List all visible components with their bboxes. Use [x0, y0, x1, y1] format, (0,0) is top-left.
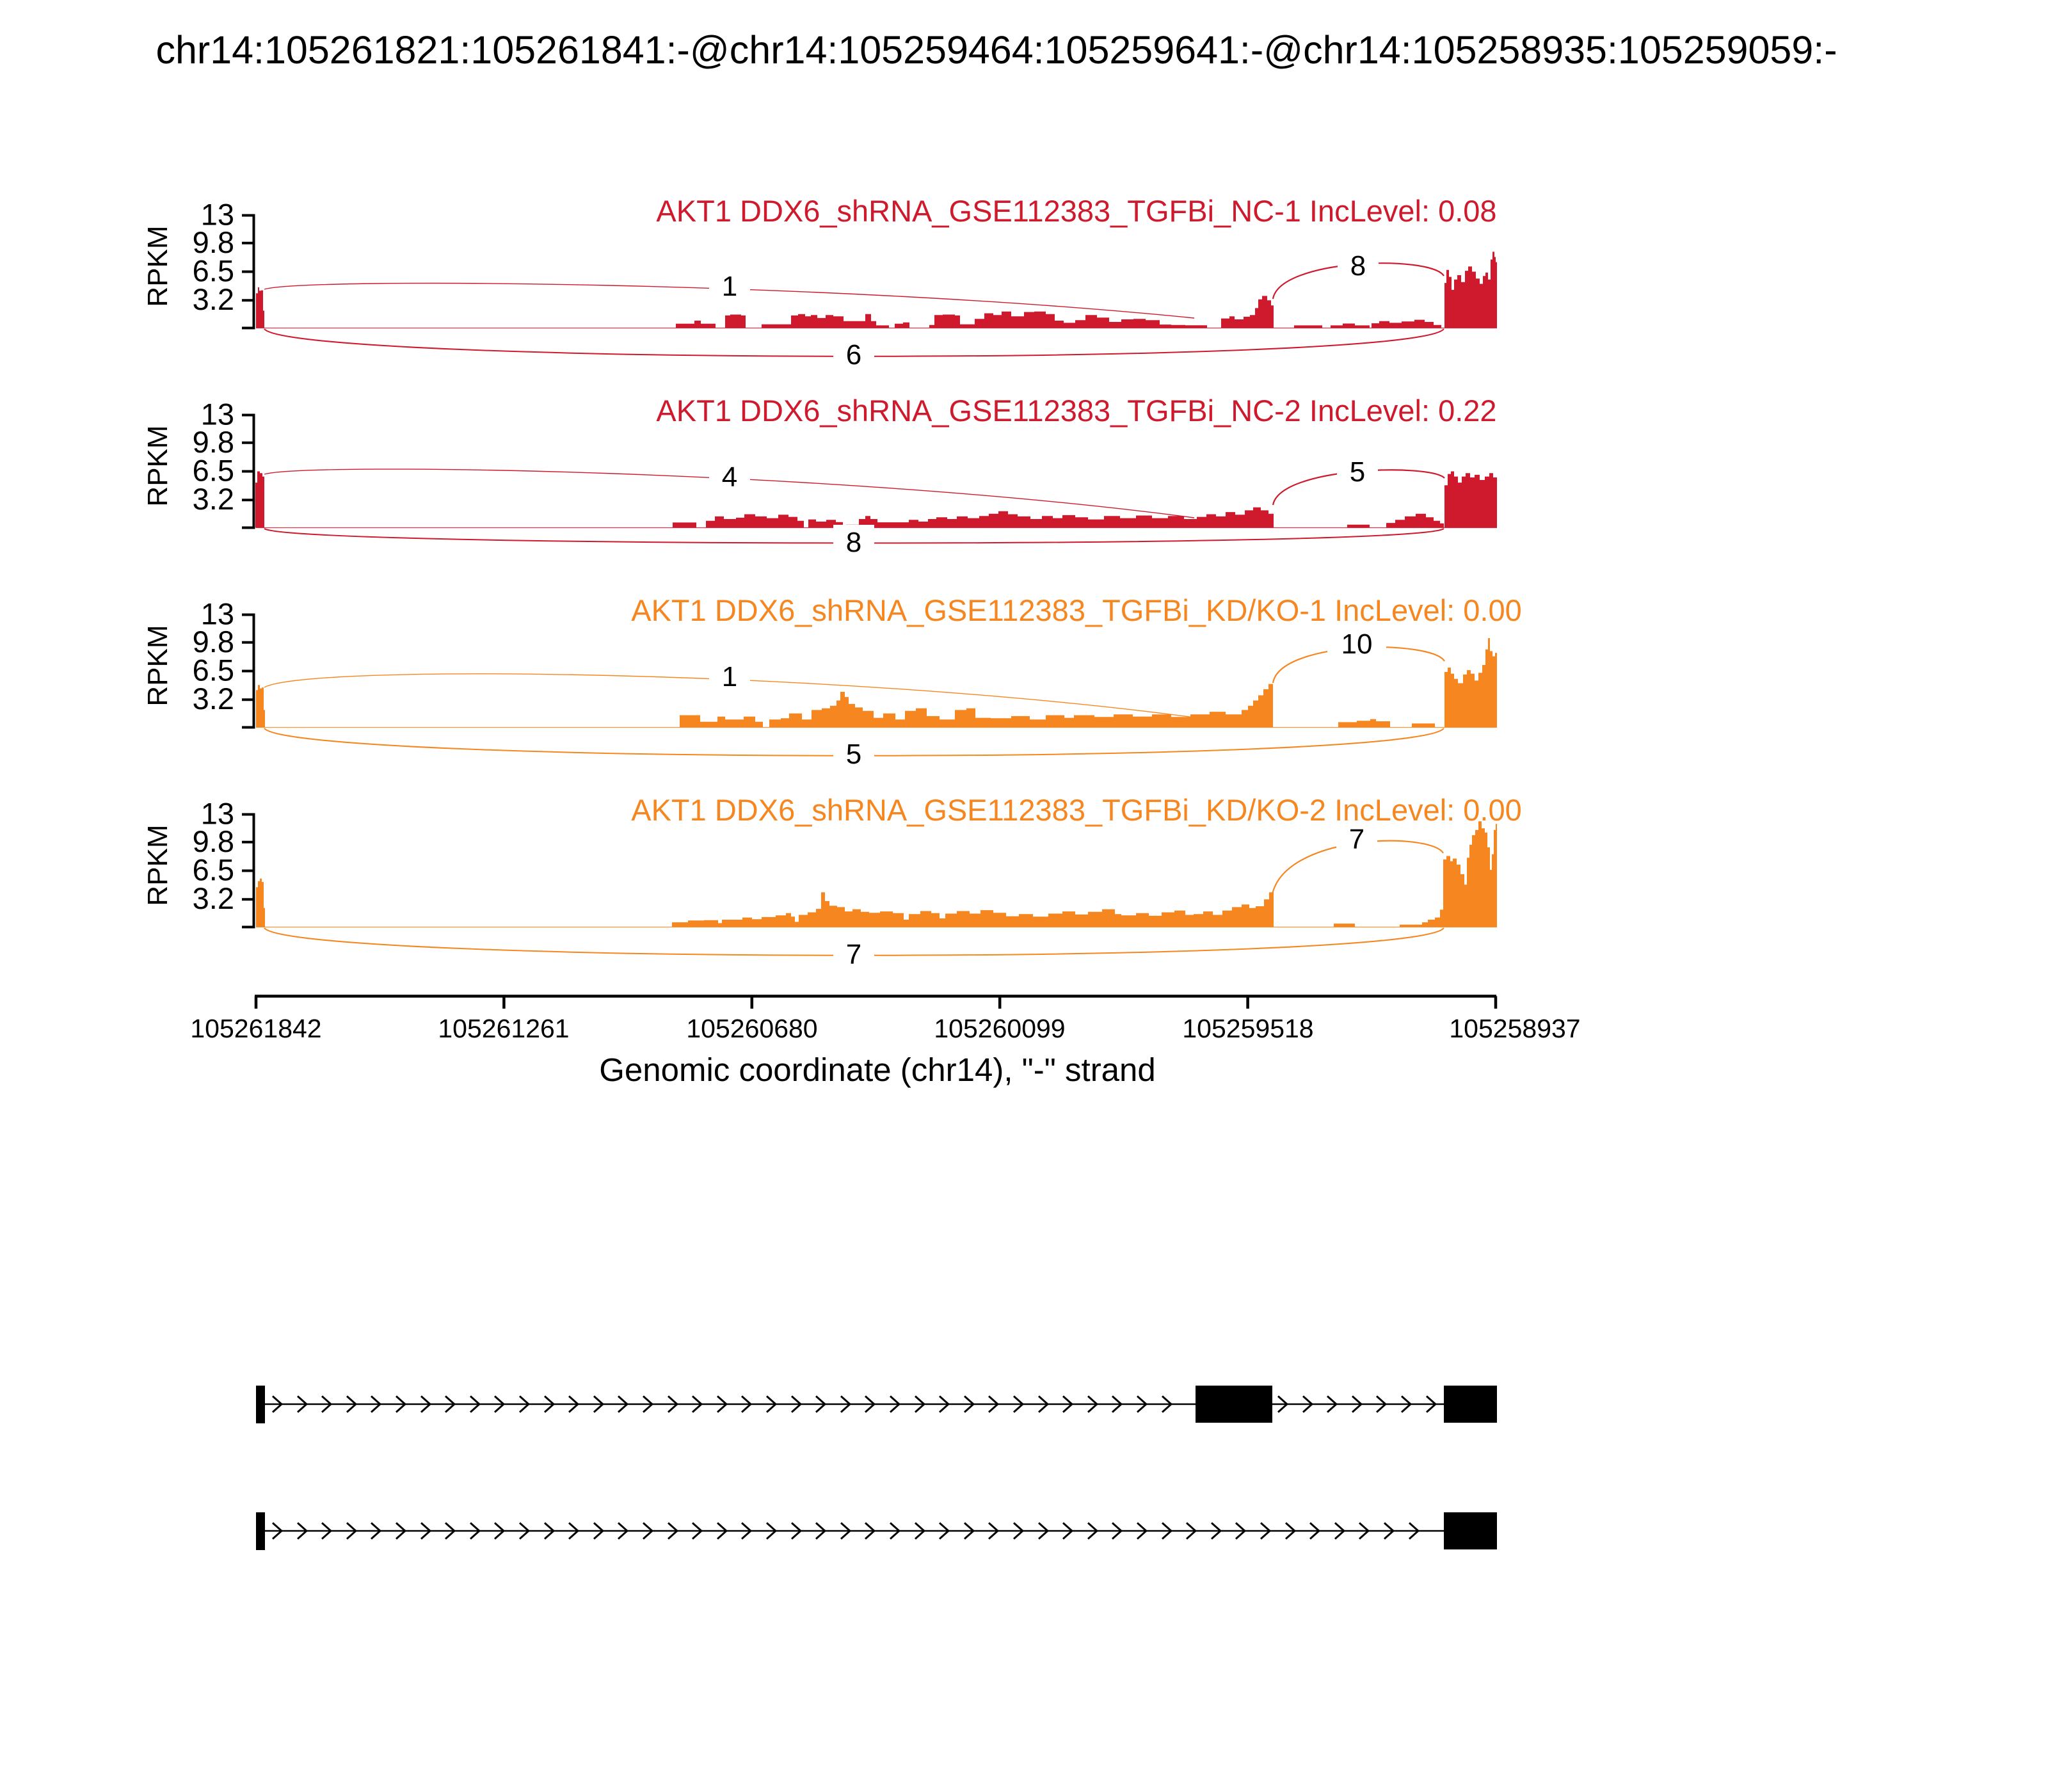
svg-text:6.5: 6.5 [193, 454, 234, 488]
svg-text:13: 13 [201, 397, 234, 431]
svg-text:105260099: 105260099 [934, 1014, 1065, 1043]
svg-text:13: 13 [201, 797, 234, 831]
svg-text:9.8: 9.8 [193, 225, 234, 259]
svg-text:7: 7 [846, 939, 861, 970]
svg-text:chr14:105261821:105261841:-@ch: chr14:105261821:105261841:-@chr14:105259… [156, 28, 1837, 72]
svg-text:9.8: 9.8 [193, 824, 234, 858]
svg-text:6.5: 6.5 [193, 254, 234, 288]
svg-text:4: 4 [722, 461, 737, 493]
svg-text:13: 13 [201, 597, 234, 631]
svg-text:3.2: 3.2 [193, 881, 234, 915]
svg-text:1: 1 [722, 271, 737, 302]
svg-text:105260680: 105260680 [686, 1014, 817, 1043]
svg-text:AKT1 DDX6_shRNA_GSE112383_TGFB: AKT1 DDX6_shRNA_GSE112383_TGFBi_KD/KO-2 … [631, 793, 1522, 827]
svg-text:RPKM: RPKM [142, 625, 173, 706]
svg-text:5: 5 [1350, 456, 1365, 488]
svg-text:9.8: 9.8 [193, 425, 234, 459]
svg-text:105258937: 105258937 [1449, 1014, 1580, 1043]
svg-text:AKT1 DDX6_shRNA_GSE112383_TGFB: AKT1 DDX6_shRNA_GSE112383_TGFBi_NC-1 Inc… [656, 194, 1496, 228]
svg-text:AKT1 DDX6_shRNA_GSE112383_TGFB: AKT1 DDX6_shRNA_GSE112383_TGFBi_NC-2 Inc… [656, 394, 1496, 428]
svg-text:105261842: 105261842 [190, 1014, 321, 1043]
svg-text:8: 8 [846, 527, 861, 558]
svg-text:5: 5 [846, 739, 861, 770]
svg-text:105261261: 105261261 [438, 1014, 569, 1043]
svg-text:RPKM: RPKM [142, 225, 173, 307]
svg-text:6.5: 6.5 [193, 653, 234, 687]
svg-text:10: 10 [1341, 628, 1373, 660]
svg-text:RPKM: RPKM [142, 824, 173, 906]
svg-text:9.8: 9.8 [193, 625, 234, 659]
svg-text:1: 1 [722, 661, 737, 692]
svg-text:3.2: 3.2 [193, 482, 234, 516]
svg-text:6: 6 [846, 339, 861, 371]
svg-text:3.2: 3.2 [193, 682, 234, 716]
svg-text:105259518: 105259518 [1182, 1014, 1313, 1043]
svg-text:7: 7 [1349, 824, 1364, 855]
svg-text:AKT1 DDX6_shRNA_GSE112383_TGFB: AKT1 DDX6_shRNA_GSE112383_TGFBi_KD/KO-1 … [631, 593, 1522, 627]
svg-text:RPKM: RPKM [142, 425, 173, 506]
svg-text:Genomic coordinate (chr14), "-: Genomic coordinate (chr14), "-" strand [599, 1052, 1156, 1088]
svg-text:6.5: 6.5 [193, 853, 234, 887]
svg-text:13: 13 [201, 198, 234, 232]
svg-text:3.2: 3.2 [193, 282, 234, 316]
svg-text:8: 8 [1350, 250, 1366, 282]
